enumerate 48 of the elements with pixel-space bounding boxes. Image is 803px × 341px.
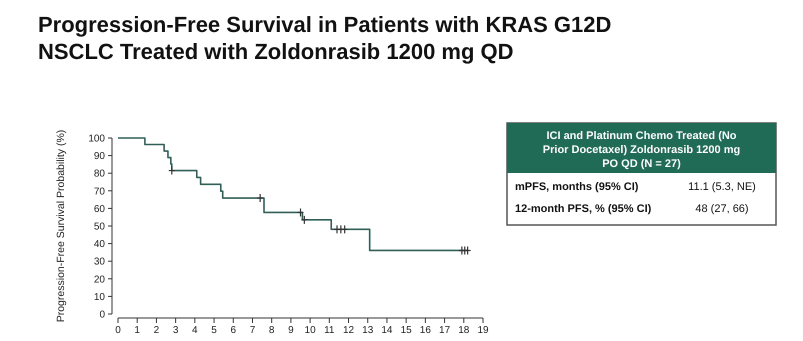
y-tick-label: 10	[94, 292, 106, 303]
y-tick-label: 70	[94, 186, 106, 198]
chart-title: Progression-Free Survival in Patients with KRAS G12D NSCLC Treated with Zoldonrasib 1200 mg QD	[38, 12, 612, 64]
x-tick-label: 15	[400, 325, 412, 336]
x-tick-label: 10	[304, 325, 316, 336]
point	[458, 246, 466, 256]
point	[333, 224, 341, 234]
x-tick-label: 8	[268, 325, 275, 336]
x-tick-label: 12	[342, 325, 355, 336]
y-tick-label: 30	[94, 256, 106, 268]
point	[464, 246, 472, 256]
y-tick-label: 0	[99, 310, 106, 320]
x-tick-label: 17	[439, 325, 451, 336]
y-tick-label: 80	[94, 168, 106, 180]
x-tick-label: 14	[381, 325, 393, 336]
point	[300, 215, 308, 224]
x-tick-label: 11	[324, 325, 335, 336]
point	[256, 193, 264, 203]
category-label: mPFS, months (95% CI)	[515, 181, 639, 193]
category-label: 12-month PFS, % (95% CI)	[515, 203, 652, 215]
x-tick-label: 9	[288, 325, 294, 336]
x-tick-label: 19	[477, 325, 489, 336]
point	[296, 208, 304, 218]
x-tick-label: 16	[420, 325, 432, 336]
y-tick-label: 20	[94, 274, 106, 286]
x-tick-label: 6	[230, 325, 236, 336]
point	[337, 224, 344, 234]
x-tick-label: 2	[154, 325, 160, 336]
x-tick-label: 7	[250, 325, 256, 336]
point	[461, 246, 468, 256]
y-tick-label: 90	[94, 151, 106, 162]
y-tick-label: 100	[88, 134, 106, 144]
point	[341, 224, 348, 234]
x-tick-label: 0	[115, 325, 122, 336]
x-tick-label: 5	[211, 325, 218, 336]
x-tick-label: 4	[192, 325, 198, 336]
point	[168, 166, 176, 176]
text: 11.1 (5.3, NE)	[688, 181, 756, 193]
text: ICI and Platinum Chemo Treated (No Prior Docetaxel) Zoldonrasib 1200 mg PO QD (N = 27)	[542, 130, 740, 170]
x-tick-label: 13	[362, 325, 374, 336]
y-tick-label: 50	[94, 222, 106, 232]
y-axis-title: Progression-Free Survival Probability (%)	[55, 130, 67, 322]
x-tick-label: 1	[134, 325, 140, 336]
text: 48 (27, 66)	[695, 203, 749, 215]
x-tick-label: 18	[458, 325, 470, 336]
x-tick-label: 3	[172, 325, 179, 336]
y-tick-label: 40	[94, 239, 106, 250]
y-tick-label: 60	[94, 204, 106, 215]
